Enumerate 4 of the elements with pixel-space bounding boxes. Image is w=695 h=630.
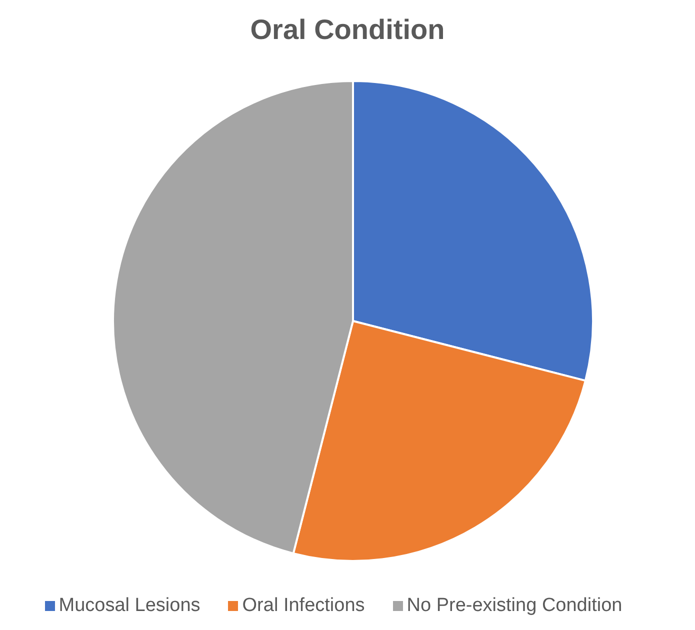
legend-label: Oral Infections — [242, 595, 365, 616]
legend-label: No Pre-existing Condition — [406, 595, 622, 616]
legend-label: Mucosal Lesions — [58, 595, 200, 616]
chart-title: Oral Condition — [249, 13, 446, 47]
